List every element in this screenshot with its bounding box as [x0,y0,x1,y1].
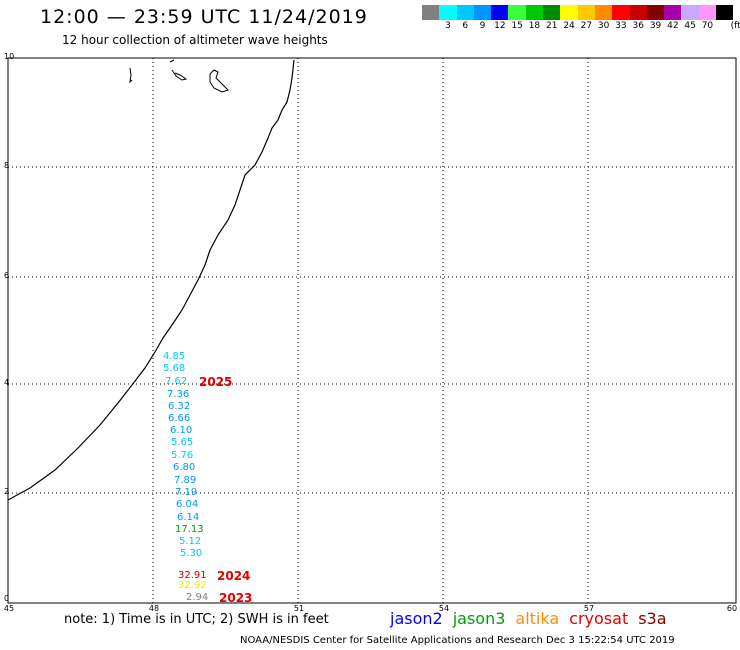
wave-height-value: 17.13 [175,524,204,535]
legend-swatch [439,5,457,20]
legend-swatch [508,5,526,20]
legend-swatch [681,5,699,20]
satellite-jason3: jason3 [452,609,506,628]
legend-swatch [422,5,440,20]
legend-label: 12 [494,21,506,31]
island-1 [129,67,133,84]
legend-swatch [560,5,578,20]
lon-tick-label: 51 [293,604,305,613]
legend-swatch [698,5,717,20]
lat-tick-label: 4 [4,378,10,387]
legend-swatch [525,5,544,20]
legend-swatch [577,5,595,20]
legend-label: 33 [615,21,627,31]
lat-tick-label: 6 [4,271,10,280]
footer-note: note: 1) Time is in UTC; 2) SWH is in fe… [64,612,329,627]
legend-label: 30 [597,21,610,31]
wave-height-value: 32.91 [178,570,207,581]
legend-label: 45 [684,21,696,31]
lon-tick-label: 48 [148,604,160,613]
wave-height-value: 7.89 [174,475,197,486]
legend-swatch [473,5,492,20]
legend-label: 21 [546,21,558,31]
wave-height-value: 5.76 [171,450,194,461]
lon-tick-label: 45 [3,604,15,613]
lat-tick-label: 8 [4,161,10,170]
coastline [7,59,295,501]
satellite-s3a: s3a [638,609,667,628]
island-3 [209,69,229,93]
lat-tick-label: 2 [4,487,10,496]
wave-height-value: 4.85 [163,351,186,362]
year-label-2023: 2023 [219,591,253,605]
page-title: 12:00 — 23:59 UTC 11/24/2019 [40,6,368,28]
wave-height-value: 7.36 [167,389,190,400]
satellite-cryosat: cryosat [569,609,629,628]
legend-label: 6 [462,21,469,31]
legend-swatch [664,5,682,20]
lon-tick-label: 60 [726,604,738,613]
satellite-legend: jason2 jason3 altika cryosat s3a [390,609,677,628]
wave-height-value: 5.30 [180,548,203,559]
wave-height-value: 2.94 [186,592,209,603]
wave-height-value: 7.19 [175,487,198,498]
wave-height-value: 6.32 [168,401,191,412]
wave-height-value: 5.65 [171,437,194,448]
legend-label: 15 [511,21,523,31]
legend-swatch [646,5,665,20]
wave-height-value: 6.66 [168,413,191,424]
satellite-jason2: jason2 [390,609,443,628]
year-label-2024: 2024 [217,569,251,583]
lat-tick-label: 0 [4,594,10,603]
legend-label: 24 [563,21,575,31]
legend-swatch [456,5,474,20]
legend-label: 9 [479,21,486,31]
legend-swatch [491,5,509,20]
legend-label: 27 [580,21,593,31]
wave-height-value: 6.04 [176,499,199,510]
wave-height-value: 6.80 [173,462,196,473]
wave-height-value: 6.14 [177,512,200,523]
wave-height-value: 7.62 [165,376,188,387]
lat-tick-label: 10 [4,52,15,61]
legend-swatch [612,5,630,20]
lon-tick-label: 57 [583,604,595,613]
footer-credit: NOAA/NESDIS Center for Satellite Applica… [240,635,675,646]
page-subtitle: 12 hour collection of altimeter wave hei… [62,33,328,47]
legend-swatch [629,5,647,20]
legend-label: 36 [632,21,644,31]
lon-tick-label: 54 [438,604,450,613]
legend-unit: (ft) [730,21,740,31]
legend-label: 39 [649,21,662,31]
lat-lon-grid [8,58,736,603]
island-4 [169,59,175,63]
legend-swatch [543,5,561,20]
wave-height-value: 6.10 [170,425,193,436]
map-frame [7,57,737,604]
wave-height-value: 32.92 [178,580,207,591]
legend-label: 70 [701,21,714,31]
color-legend [422,5,734,20]
legend-label: 3 [445,21,451,31]
islands [129,59,229,93]
legend-label: 18 [528,21,541,31]
island-2 [171,69,188,81]
wave-height-value: 5.12 [179,536,202,547]
legend-label: 42 [667,21,679,31]
year-label-2025: 2025 [199,375,233,389]
wave-height-value: 5.68 [163,363,186,374]
legend-swatch [716,5,734,20]
satellite-altika: altika [515,609,560,628]
legend-swatch [594,5,613,20]
